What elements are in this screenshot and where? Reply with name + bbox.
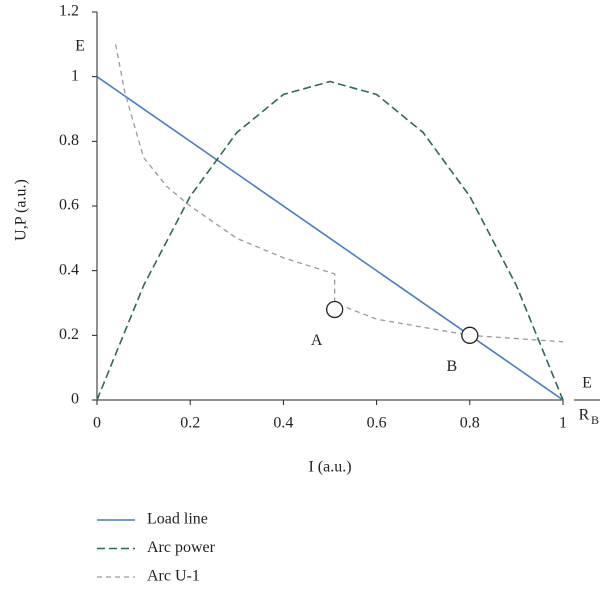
x-annotation-denominator: R: [579, 407, 590, 424]
x-annotation-numerator: E: [582, 375, 592, 392]
legend-label: Arc power: [147, 539, 216, 556]
x-tick-label: 1: [559, 415, 567, 432]
y-annotation: E: [75, 38, 85, 55]
series-line: [96, 76, 564, 401]
x-tick-label: 0: [93, 415, 101, 432]
y-tick-label: 0.6: [59, 197, 79, 214]
x-tick-label: 0.2: [180, 415, 200, 432]
point-label: A: [311, 332, 323, 349]
y-tick-label: 0.8: [59, 132, 79, 149]
point-label: B: [446, 358, 457, 375]
x-tick-label: 0.4: [273, 415, 293, 432]
x-axis-label: I (a.u.): [308, 459, 351, 476]
y-tick-label: 1: [71, 67, 79, 84]
x-annotation-subscript: B: [591, 413, 599, 427]
x-tick-label: 0.8: [460, 415, 480, 432]
x-tick-label: 0.6: [367, 415, 387, 432]
legend-label: Load line: [147, 511, 208, 528]
operating-point: [326, 300, 344, 319]
y-tick-label: 0: [71, 391, 79, 408]
y-tick-label: 0.2: [59, 326, 79, 343]
series-line: [115, 44, 564, 343]
y-axis-label: U,P (a.u.): [13, 179, 30, 241]
operating-point: [461, 326, 479, 344]
y-tick-label: 1.2: [59, 3, 79, 20]
y-tick-label: 0.4: [59, 261, 79, 278]
legend-label: Arc U-1: [147, 568, 200, 585]
series-line: [96, 80, 564, 401]
